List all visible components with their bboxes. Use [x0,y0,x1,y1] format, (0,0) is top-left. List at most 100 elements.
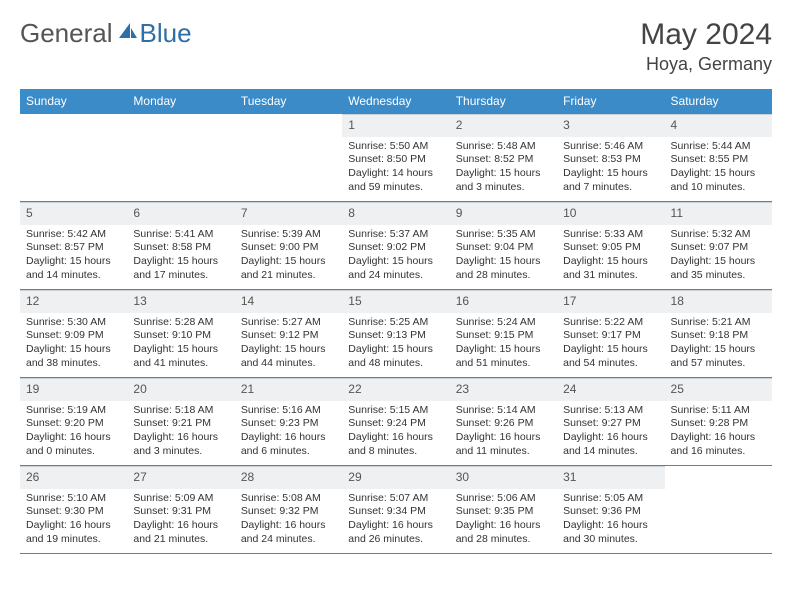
calendar-cell: 12Sunrise: 5:30 AMSunset: 9:09 PMDayligh… [20,290,127,378]
cell-body: Sunrise: 5:09 AMSunset: 9:31 PMDaylight:… [127,489,234,552]
day-number: 16 [450,290,557,313]
weekday-header: Tuesday [235,89,342,114]
cell-line: Sunrise: 5:21 AM [671,316,766,330]
cell-line: Sunset: 9:34 PM [348,505,443,519]
cell-body: Sunrise: 5:48 AMSunset: 8:52 PMDaylight:… [450,137,557,200]
cell-line: Daylight: 16 hours and 24 minutes. [241,519,336,546]
cell-line: Sunrise: 5:06 AM [456,492,551,506]
calendar-cell: 22Sunrise: 5:15 AMSunset: 9:24 PMDayligh… [342,378,449,466]
day-number: 10 [557,202,664,225]
cell-line: Daylight: 16 hours and 26 minutes. [348,519,443,546]
day-number: 27 [127,466,234,489]
day-number: 30 [450,466,557,489]
day-number: 9 [450,202,557,225]
day-number: 25 [665,378,772,401]
day-number: 3 [557,114,664,137]
weekday-header: Friday [557,89,664,114]
day-number: 5 [20,202,127,225]
cell-line: Daylight: 15 hours and 3 minutes. [456,167,551,194]
cell-body: Sunrise: 5:18 AMSunset: 9:21 PMDaylight:… [127,401,234,464]
calendar-cell: 26Sunrise: 5:10 AMSunset: 9:30 PMDayligh… [20,466,127,554]
cell-line: Sunrise: 5:10 AM [26,492,121,506]
cell-body: Sunrise: 5:13 AMSunset: 9:27 PMDaylight:… [557,401,664,464]
cell-line: Sunset: 9:26 PM [456,417,551,431]
day-number: 2 [450,114,557,137]
cell-line: Daylight: 16 hours and 28 minutes. [456,519,551,546]
day-number: 13 [127,290,234,313]
cell-line: Sunset: 9:23 PM [241,417,336,431]
cell-body: Sunrise: 5:19 AMSunset: 9:20 PMDaylight:… [20,401,127,464]
cell-line: Daylight: 16 hours and 6 minutes. [241,431,336,458]
cell-body: Sunrise: 5:41 AMSunset: 8:58 PMDaylight:… [127,225,234,288]
cell-line: Sunset: 8:52 PM [456,153,551,167]
day-number: 24 [557,378,664,401]
day-number: 14 [235,290,342,313]
cell-line: Sunrise: 5:08 AM [241,492,336,506]
calendar-cell: 14Sunrise: 5:27 AMSunset: 9:12 PMDayligh… [235,290,342,378]
calendar-cell [235,114,342,202]
cell-line: Daylight: 15 hours and 10 minutes. [671,167,766,194]
calendar-week-row: 12Sunrise: 5:30 AMSunset: 9:09 PMDayligh… [20,290,772,378]
cell-body: Sunrise: 5:14 AMSunset: 9:26 PMDaylight:… [450,401,557,464]
cell-body: Sunrise: 5:39 AMSunset: 9:00 PMDaylight:… [235,225,342,288]
cell-line: Sunrise: 5:32 AM [671,228,766,242]
calendar-table: SundayMondayTuesdayWednesdayThursdayFrid… [20,89,772,554]
cell-line: Sunset: 9:30 PM [26,505,121,519]
month-title: May 2024 [640,18,772,52]
cell-line: Sunrise: 5:50 AM [348,140,443,154]
cell-body: Sunrise: 5:37 AMSunset: 9:02 PMDaylight:… [342,225,449,288]
cell-line: Daylight: 16 hours and 0 minutes. [26,431,121,458]
cell-line: Sunset: 9:02 PM [348,241,443,255]
day-number: 1 [342,114,449,137]
day-number: 12 [20,290,127,313]
cell-line: Daylight: 15 hours and 41 minutes. [133,343,228,370]
logo-text-blue: Blue [140,18,192,49]
cell-line: Sunset: 8:58 PM [133,241,228,255]
calendar-week-row: 19Sunrise: 5:19 AMSunset: 9:20 PMDayligh… [20,378,772,466]
cell-line: Sunset: 9:09 PM [26,329,121,343]
cell-line: Sunset: 9:13 PM [348,329,443,343]
cell-line: Daylight: 16 hours and 11 minutes. [456,431,551,458]
cell-line: Daylight: 15 hours and 17 minutes. [133,255,228,282]
day-number: 21 [235,378,342,401]
cell-body: Sunrise: 5:33 AMSunset: 9:05 PMDaylight:… [557,225,664,288]
cell-body: Sunrise: 5:35 AMSunset: 9:04 PMDaylight:… [450,225,557,288]
cell-line: Sunset: 9:35 PM [456,505,551,519]
cell-line: Sunset: 8:57 PM [26,241,121,255]
cell-line: Daylight: 15 hours and 35 minutes. [671,255,766,282]
cell-line: Sunrise: 5:39 AM [241,228,336,242]
calendar-cell: 15Sunrise: 5:25 AMSunset: 9:13 PMDayligh… [342,290,449,378]
calendar-week-row: 26Sunrise: 5:10 AMSunset: 9:30 PMDayligh… [20,466,772,554]
cell-body: Sunrise: 5:21 AMSunset: 9:18 PMDaylight:… [665,313,772,376]
calendar-cell: 6Sunrise: 5:41 AMSunset: 8:58 PMDaylight… [127,202,234,290]
cell-line: Sunset: 9:32 PM [241,505,336,519]
cell-line: Sunrise: 5:25 AM [348,316,443,330]
cell-body: Sunrise: 5:25 AMSunset: 9:13 PMDaylight:… [342,313,449,376]
calendar-cell: 16Sunrise: 5:24 AMSunset: 9:15 PMDayligh… [450,290,557,378]
cell-line: Daylight: 16 hours and 21 minutes. [133,519,228,546]
calendar-cell: 4Sunrise: 5:44 AMSunset: 8:55 PMDaylight… [665,114,772,202]
cell-line: Sunrise: 5:11 AM [671,404,766,418]
cell-line: Daylight: 14 hours and 59 minutes. [348,167,443,194]
calendar-body: 1Sunrise: 5:50 AMSunset: 8:50 PMDaylight… [20,114,772,554]
logo: General Blue [20,18,192,49]
cell-line: Sunrise: 5:05 AM [563,492,658,506]
cell-line: Sunrise: 5:46 AM [563,140,658,154]
cell-line: Daylight: 16 hours and 16 minutes. [671,431,766,458]
calendar-cell [127,114,234,202]
day-number: 8 [342,202,449,225]
cell-line: Sunset: 9:20 PM [26,417,121,431]
cell-body: Sunrise: 5:30 AMSunset: 9:09 PMDaylight:… [20,313,127,376]
cell-line: Sunrise: 5:14 AM [456,404,551,418]
cell-line: Daylight: 16 hours and 19 minutes. [26,519,121,546]
cell-line: Daylight: 16 hours and 3 minutes. [133,431,228,458]
cell-body: Sunrise: 5:24 AMSunset: 9:15 PMDaylight:… [450,313,557,376]
cell-line: Daylight: 16 hours and 30 minutes. [563,519,658,546]
cell-line: Daylight: 16 hours and 14 minutes. [563,431,658,458]
cell-line: Sunset: 9:21 PM [133,417,228,431]
cell-line: Sunrise: 5:24 AM [456,316,551,330]
cell-line: Sunrise: 5:16 AM [241,404,336,418]
cell-line: Sunrise: 5:27 AM [241,316,336,330]
day-number: 28 [235,466,342,489]
cell-line: Daylight: 15 hours and 21 minutes. [241,255,336,282]
